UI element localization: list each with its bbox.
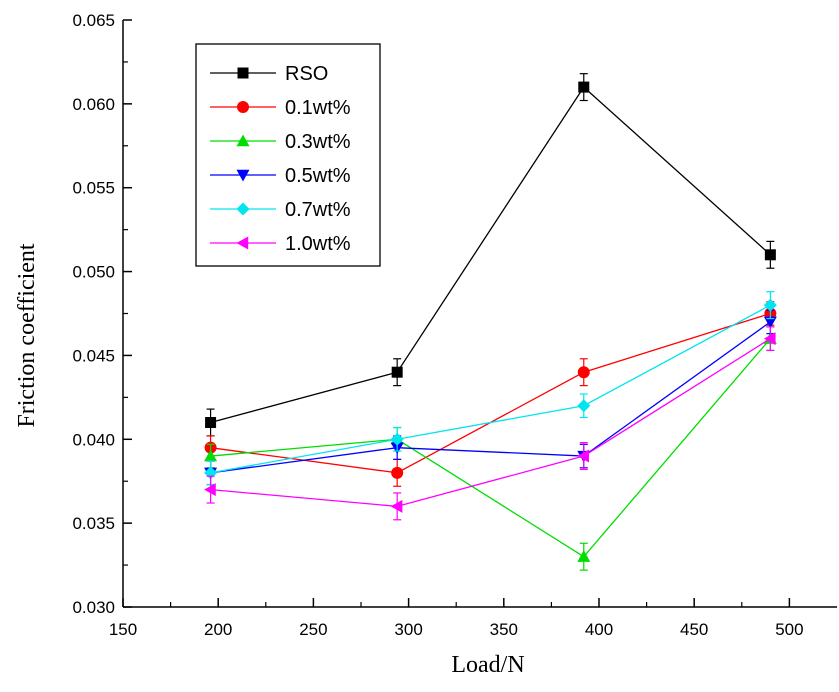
series-line (210, 304, 771, 474)
legend-marker (236, 169, 250, 182)
data-point (577, 366, 590, 379)
y-tick-label: 0.055 (72, 179, 115, 198)
y-tick-label: 0.030 (72, 598, 115, 617)
y-tick-label: 0.040 (72, 430, 115, 449)
data-point (578, 81, 590, 93)
legend-label: 0.3wt% (285, 131, 351, 153)
series-rso (205, 73, 776, 437)
legend-label: 1.0wt% (285, 233, 351, 255)
legend-label: 0.7wt% (285, 199, 351, 221)
legend-marker (236, 202, 250, 216)
y-tick-label: 0.065 (72, 11, 115, 30)
data-point (390, 432, 404, 446)
x-tick-label: 250 (299, 620, 327, 639)
series-line (210, 321, 771, 474)
x-tick-label: 450 (680, 620, 708, 639)
y-tick-label: 0.050 (72, 263, 115, 282)
y-tick-label: 0.060 (72, 95, 115, 114)
data-point (390, 499, 403, 513)
data-point (763, 316, 777, 329)
series-line (210, 338, 771, 558)
data-point (204, 483, 216, 497)
series-0-7wt- (204, 291, 777, 486)
legend-label: 0.1wt% (285, 97, 351, 119)
x-axis-title: Load/N (451, 652, 524, 678)
x-tick-label: 150 (109, 620, 137, 639)
legend-marker (237, 101, 249, 113)
x-tick-label: 500 (775, 620, 803, 639)
data-point (204, 449, 218, 462)
legend-label: 0.5wt% (285, 165, 351, 187)
data-point (577, 399, 591, 413)
data-point (763, 298, 777, 312)
data-point (205, 417, 217, 429)
x-tick-label: 400 (585, 620, 613, 639)
data-point (577, 550, 591, 562)
axes: 150 200 250 300 350 400 450 500 0.030 0.035 0.040 0… (72, 11, 837, 639)
x-tick-label: 200 (204, 620, 232, 639)
legend-label: RSO (285, 63, 328, 85)
series-1-0wt- (204, 326, 776, 521)
y-tick-label: 0.035 (72, 514, 115, 533)
legend-marker (237, 67, 249, 79)
legend-marker (236, 134, 250, 147)
data-point (391, 366, 403, 378)
legend-box (195, 43, 381, 267)
legend-marker (236, 236, 249, 250)
plot-area (204, 73, 777, 571)
data-point (577, 449, 589, 463)
x-tick-label: 350 (490, 620, 518, 639)
series-line (210, 86, 771, 424)
data-point (391, 466, 404, 479)
data-point (763, 332, 776, 346)
legend: RSO 0.1wt% 0.3wt% 0.5wt% 0.7wt% 1.0wt% (195, 43, 381, 267)
y-tick-label: 0.045 (72, 346, 115, 365)
data-point (764, 249, 776, 261)
y-axis-title: Friction coefficient (14, 243, 40, 427)
series-line (210, 338, 771, 508)
x-tick-label: 300 (394, 620, 422, 639)
